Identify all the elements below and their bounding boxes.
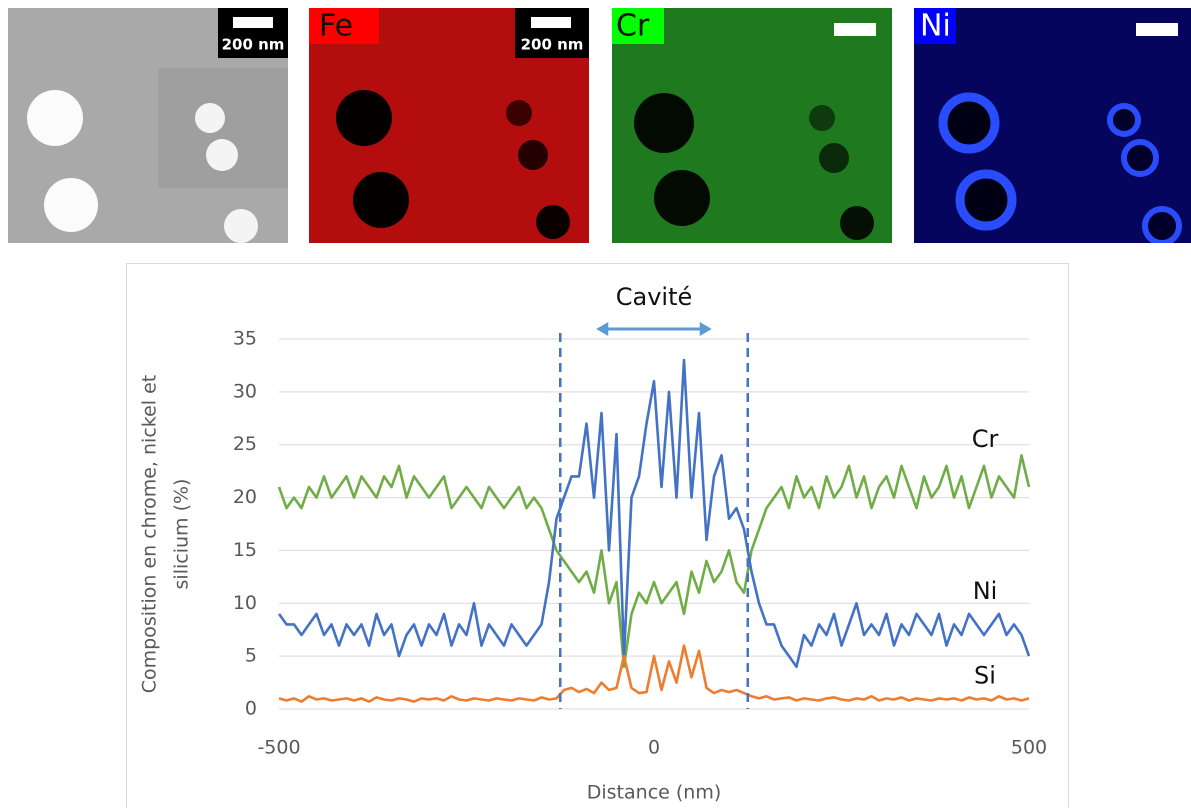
y-tick-label: 15 [233,539,257,561]
y-axis-label: silicium (%) [171,479,193,590]
y-tick-label: 25 [233,433,257,455]
series-label: Cr [972,425,999,453]
series-line [277,454,1031,668]
annotation: Cavité [616,283,693,311]
y-tick-label: 0 [245,698,257,720]
scale-bar-label: 200 nm [222,36,285,54]
panel-label: Fe [319,9,353,44]
series-line [278,644,1030,703]
y-axis-label: Composition en chrome, nickel et [139,375,161,694]
panel-label: Ni [920,9,951,44]
x-tick-label: 500 [1011,737,1047,759]
arrow-head [699,322,712,336]
scale-bar-label: 200 nm [521,36,584,54]
y-tick-label: 35 [233,328,257,350]
x-axis-label: Distance (nm) [587,782,722,804]
micrograph-fe: Fe 200 nm [309,8,589,243]
chart-frame [126,263,1069,808]
micrograph-cr: Cr [612,8,892,243]
y-tick-label: 10 [233,592,257,614]
x-tick-label: -500 [257,737,300,759]
micrograph-ni: Ni [914,8,1191,243]
arrow-head [596,322,609,336]
x-tick-label: 0 [648,737,660,759]
y-tick-label: 20 [233,486,257,508]
y-tick-label: 5 [245,645,257,667]
panel-label: Cr [616,9,650,44]
series-label: Ni [973,577,998,605]
series-label: Si [974,661,996,689]
y-tick-label: 30 [233,380,257,402]
micrograph-bf: 200 nm [8,8,288,243]
series-line [277,358,1031,668]
